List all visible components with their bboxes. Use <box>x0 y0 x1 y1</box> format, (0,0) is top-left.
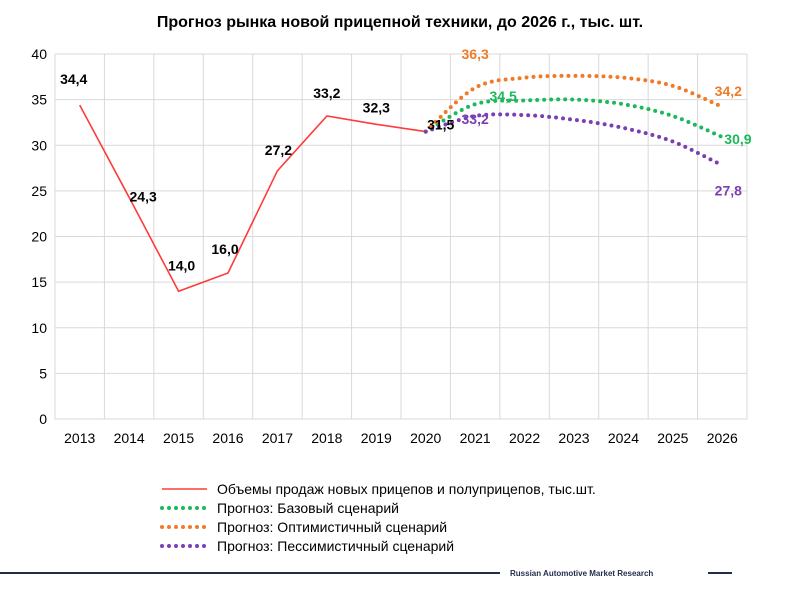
series-line-1 <box>423 97 725 139</box>
x-tick-label: 2021 <box>460 430 491 446</box>
data-label: 34,2 <box>715 83 742 99</box>
data-label: 30,9 <box>724 131 751 147</box>
x-tick-label: 2013 <box>64 430 95 446</box>
x-tick-label: 2025 <box>657 430 688 446</box>
y-tick-label: 0 <box>39 411 47 427</box>
x-tick-label: 2026 <box>707 430 738 446</box>
legend-label: Прогноз: Пессимистичный сценарий <box>217 538 454 554</box>
y-tick-label: 30 <box>31 137 47 153</box>
chart-title: Прогноз рынка новой прицепной техники, д… <box>157 14 643 31</box>
data-label: 16,0 <box>211 241 238 257</box>
data-label: 33,2 <box>462 111 489 127</box>
data-label: 27,2 <box>265 142 292 158</box>
y-tick-label: 35 <box>31 92 47 108</box>
data-label: 24,3 <box>130 188 157 204</box>
data-label: 34,5 <box>490 88 517 104</box>
y-tick-label: 10 <box>31 320 47 336</box>
y-tick-label: 15 <box>31 274 47 290</box>
x-tick-label: 2017 <box>262 430 293 446</box>
x-tick-label: 2015 <box>163 430 194 446</box>
x-tick-label: 2019 <box>361 430 392 446</box>
series-lines <box>78 73 725 293</box>
y-tick-label: 40 <box>31 46 47 62</box>
data-labels: 34,4 24,3 14,0 16,0 27,2 33,2 32,3 31,5 34,5 30,9… <box>60 46 752 273</box>
data-label: 36,3 <box>462 46 489 62</box>
x-tick-label: 2016 <box>212 430 243 446</box>
series-line-0 <box>78 104 426 293</box>
x-axis-ticks: 2013 2014 2015 2016 2017 2018 2019 2020 2021 2022… <box>64 430 738 446</box>
y-axis-ticks: 0 5 10 15 20 25 30 35 40 <box>31 46 47 427</box>
data-label: 33,2 <box>313 85 340 101</box>
series-line-2 <box>423 73 725 134</box>
legend-label: Прогноз: Оптимистичный сценарий <box>217 519 447 535</box>
data-label: 31,5 <box>427 117 454 133</box>
footer: Russian Automotive Market Research <box>0 569 732 578</box>
x-tick-label: 2020 <box>410 430 441 446</box>
legend-label: Прогноз: Базовый сценарий <box>217 500 399 516</box>
x-tick-label: 2018 <box>311 430 342 446</box>
y-tick-label: 20 <box>31 229 47 245</box>
x-tick-label: 2022 <box>509 430 540 446</box>
y-tick-label: 25 <box>31 183 47 199</box>
x-tick-label: 2024 <box>608 430 639 446</box>
x-tick-label: 2014 <box>114 430 145 446</box>
y-tick-label: 5 <box>39 365 47 381</box>
legend-label: Объемы продаж новых прицепов и полуприце… <box>217 481 596 497</box>
data-label: 27,8 <box>715 182 742 198</box>
data-label: 34,4 <box>60 71 87 87</box>
x-tick-label: 2023 <box>558 430 589 446</box>
data-label: 32,3 <box>363 99 390 115</box>
series-line-3 <box>423 112 725 168</box>
data-label: 14,0 <box>168 257 195 273</box>
footer-brand: Russian Automotive Market Research <box>510 569 653 578</box>
legend: Объемы продаж новых прицепов и полуприце… <box>160 481 596 554</box>
